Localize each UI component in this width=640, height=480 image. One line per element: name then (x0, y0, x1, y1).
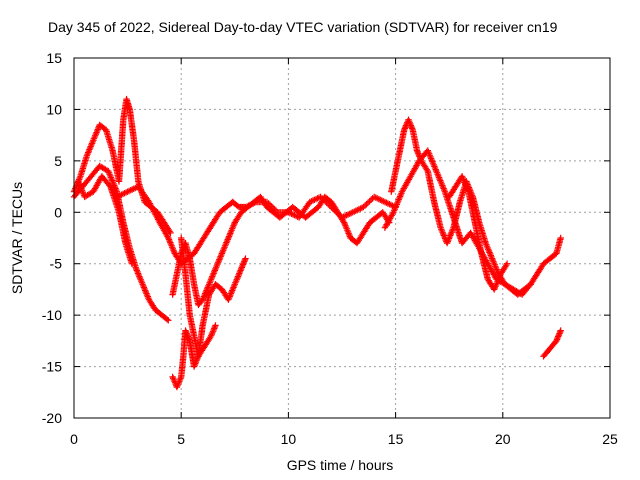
y-tick-label: 0 (54, 204, 62, 220)
data-point-markers (169, 255, 249, 391)
data-point-markers (446, 173, 511, 293)
series-track-h (388, 116, 564, 298)
y-tick-label: 15 (46, 50, 62, 66)
y-tick-label: -5 (50, 256, 63, 272)
grid-lines (74, 58, 610, 418)
y-tick-label: 5 (54, 153, 62, 169)
data-point-markers (540, 327, 564, 360)
y-tick-label: 10 (46, 101, 62, 117)
y-tick-label: -20 (42, 410, 62, 426)
x-axis-label: GPS time / hours (287, 457, 394, 473)
data-points (70, 95, 564, 391)
series-track-k (540, 327, 564, 360)
x-tick-label: 0 (70, 431, 78, 447)
series-track-f (169, 255, 249, 391)
data-point-markers (178, 234, 219, 360)
y-axis-label: SDTVAR / TECUs (9, 182, 25, 294)
data-point-markers (388, 116, 564, 298)
series-track-g (178, 234, 219, 360)
series-track-j (446, 173, 511, 293)
series-track-c (75, 173, 136, 267)
y-tick-label: -15 (42, 359, 62, 375)
chart-title: Day 345 of 2022, Sidereal Day-to-day VTE… (48, 19, 558, 35)
y-tick-label: -10 (42, 307, 62, 323)
x-tick-label: 10 (281, 431, 297, 447)
plot-frame (73, 57, 611, 419)
x-tick-label: 20 (495, 431, 511, 447)
x-tick-label: 25 (602, 431, 618, 447)
data-point-markers (75, 173, 136, 267)
x-tick-label: 5 (177, 431, 185, 447)
x-tick-label: 15 (388, 431, 404, 447)
tick-labels: 0 5 10 15 20 25 -20 -15 -10 -5 0 5 10 15 (42, 50, 618, 447)
